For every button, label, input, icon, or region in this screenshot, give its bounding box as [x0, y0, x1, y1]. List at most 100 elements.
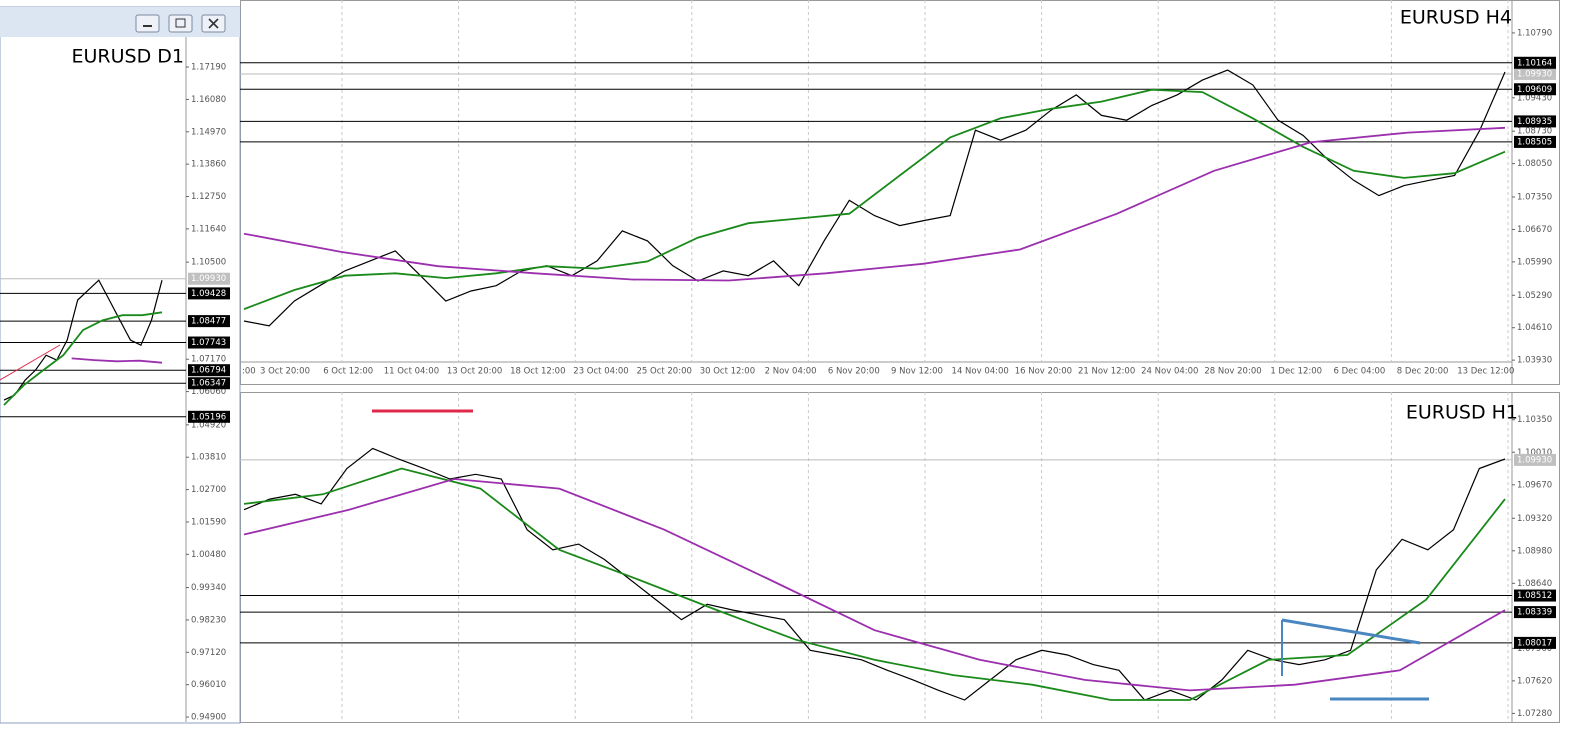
time-label: 13 Oct 20:00	[447, 367, 502, 377]
price-label: 0.97120	[191, 648, 226, 658]
time-label: 6 Dec 04:00	[1334, 367, 1386, 377]
series-line	[3, 311, 163, 406]
level-box	[188, 287, 230, 300]
price-label: 1.09670	[1517, 480, 1552, 490]
level-label: 1.08512	[1517, 591, 1552, 601]
level-box	[188, 315, 230, 328]
price-label: 1.10790	[1517, 28, 1552, 38]
time-label: 24 Nov 04:00	[1141, 367, 1198, 377]
series-line	[243, 478, 1506, 692]
trendline	[1281, 618, 1421, 645]
price-label: 1.10350	[1517, 415, 1552, 425]
level-label: 1.05196	[191, 412, 226, 422]
level-box	[1514, 589, 1556, 602]
level-box	[188, 364, 230, 377]
price-label: 1.09320	[1517, 514, 1552, 524]
time-label: 14 Nov 04:00	[952, 367, 1009, 377]
price-label: 1.14970	[191, 127, 226, 137]
maximize-icon	[175, 18, 186, 28]
time-label: 16 Nov 20:00	[1015, 367, 1072, 377]
level-box	[1514, 115, 1556, 128]
current-price-box	[188, 272, 230, 285]
series-line	[3, 279, 163, 401]
price-label: 0.94900	[191, 713, 226, 723]
price-label: 1.02700	[191, 485, 226, 495]
level-label: 1.09609	[1517, 85, 1552, 95]
d1-titlebar	[0, 7, 240, 37]
price-label: 1.16080	[191, 95, 226, 105]
series-line	[243, 126, 1506, 282]
price-label: 1.11640	[191, 224, 226, 234]
time-label: 30 Oct 12:00	[700, 367, 755, 377]
price-label: 1.06060	[191, 387, 226, 397]
level-label: 1.08505	[1517, 137, 1552, 147]
level-box	[188, 336, 230, 349]
price-label: 1.10010	[1517, 448, 1552, 458]
level-label: 1.06347	[191, 379, 226, 389]
price-label: 1.08730	[1517, 127, 1552, 137]
price-label: 1.01590	[191, 517, 226, 527]
price-label: 1.07170	[191, 355, 226, 365]
time-label: 6 Oct 12:00	[323, 367, 373, 377]
d1-trendline	[0, 344, 61, 381]
level-box	[1514, 636, 1556, 649]
minimize-button[interactable]	[135, 14, 160, 33]
level-label: 1.08339	[1517, 608, 1552, 618]
price-label: 1.08640	[1517, 579, 1552, 589]
panel-title: EURUSD H1	[1406, 402, 1518, 424]
price-label: 1.09430	[1517, 93, 1552, 103]
time-label: 2 Nov 04:00	[765, 367, 817, 377]
price-label: 0.99340	[191, 583, 226, 593]
series-line	[243, 88, 1506, 310]
current-price-label: 1.09930	[191, 274, 226, 284]
price-label: 1.07620	[1517, 676, 1552, 686]
level-box	[188, 410, 230, 423]
level-label: 1.08935	[1517, 117, 1552, 127]
level-label: 1.10164	[1517, 58, 1552, 68]
level-box	[1514, 135, 1556, 148]
price-label: 1.03810	[191, 453, 226, 463]
price-label: 1.03930	[1517, 356, 1552, 366]
level-box	[188, 377, 230, 390]
current-price-box	[1514, 453, 1556, 466]
time-label: 8 Dec 20:00	[1397, 367, 1449, 377]
time-label: 21 Nov 12:00	[1078, 367, 1135, 377]
level-box	[1514, 83, 1556, 96]
current-price-label: 1.09930	[1517, 455, 1552, 465]
price-label: 0.96010	[191, 680, 226, 690]
price-label: 1.04610	[1517, 323, 1552, 333]
time-label: :00	[242, 367, 256, 377]
price-label: 1.10500	[191, 258, 226, 268]
level-label: 1.06794	[191, 366, 226, 376]
price-label: 1.00480	[191, 550, 226, 560]
level-label: 1.07743	[191, 338, 226, 348]
level-label: 1.08017	[1517, 638, 1552, 648]
plots: EURUSD D1 1.17190 1.16080 1.14970 1.13860 1.1…	[0, 7, 1556, 723]
close-icon	[208, 18, 219, 29]
panel-title: EURUSD H4	[1400, 7, 1512, 29]
series-line	[243, 467, 1506, 701]
current-price-label: 1.09930	[1517, 69, 1552, 79]
time-label: 9 Nov 12:00	[891, 367, 943, 377]
level-box	[1514, 56, 1556, 69]
price-label: 1.17190	[191, 63, 226, 73]
time-label: 11 Oct 04:00	[384, 367, 439, 377]
current-price-box	[1514, 67, 1556, 80]
maximize-button[interactable]	[168, 14, 193, 33]
price-label: 1.04920	[191, 420, 226, 430]
time-label: 13 Dec 12:00	[1457, 367, 1514, 377]
time-label: 23 Oct 04:00	[573, 367, 628, 377]
level-label: 1.08477	[191, 317, 226, 327]
price-label: 1.12750	[191, 192, 226, 202]
price-label: 1.05290	[1517, 291, 1552, 301]
price-label: 1.07350	[1517, 193, 1552, 203]
panel-title: EURUSD D1	[72, 46, 184, 68]
time-label: 3 Oct 20:00	[260, 367, 310, 377]
price-label: 1.06670	[1517, 225, 1552, 235]
series-line	[71, 357, 163, 364]
level-label: 1.09428	[191, 289, 226, 299]
series-line	[243, 69, 1506, 327]
price-label: 0.98230	[191, 615, 226, 625]
time-label: 1 Dec 12:00	[1270, 367, 1322, 377]
